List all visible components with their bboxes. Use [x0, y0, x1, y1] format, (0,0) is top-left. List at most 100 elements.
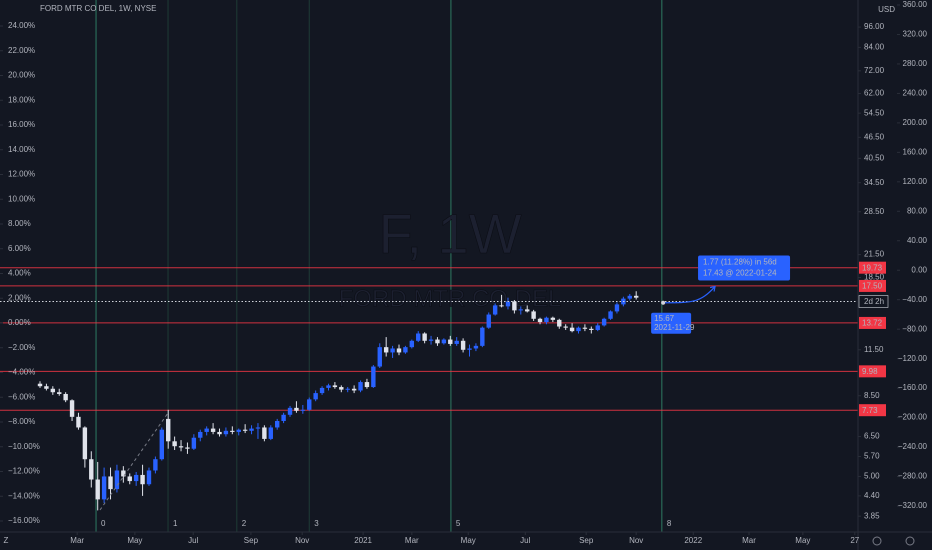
- candle-body: [63, 393, 68, 401]
- measure-arrow: [709, 285, 716, 292]
- level-label-bg: [859, 365, 886, 378]
- measure-start: [661, 300, 666, 305]
- y3-tick-label: 0.00: [911, 265, 927, 274]
- y2-tick-label: 22.00%: [8, 46, 35, 55]
- y2-tick-label: −16.00%: [8, 516, 40, 525]
- level-label: 13.72: [862, 319, 883, 328]
- y-tick-label: 84.00: [864, 42, 885, 51]
- candle-body: [627, 295, 632, 299]
- time-zone-label: 5: [456, 519, 461, 528]
- y3-tick-label: 200.00: [903, 118, 928, 127]
- y2-tick-label: −14.00%: [8, 491, 40, 500]
- candle-body: [601, 318, 607, 326]
- candle-body: [198, 431, 203, 438]
- candle-body: [582, 327, 588, 329]
- y2-tick-label: 6.00%: [8, 244, 31, 253]
- candle-body: [512, 301, 517, 311]
- candle-body: [217, 431, 222, 435]
- x-tick-label: Nov: [295, 536, 309, 545]
- x-tick-label: Jul: [520, 536, 530, 545]
- y-tick-label: 6.50: [864, 432, 880, 441]
- measure-text: 1.77 (11.28%) in 56d: [703, 258, 777, 267]
- candle-body: [435, 339, 440, 344]
- y-tick-label: 62.00: [864, 89, 885, 98]
- candle-body: [358, 382, 363, 391]
- candle-body: [140, 474, 145, 485]
- settings-icon[interactable]: [905, 536, 915, 546]
- y2-tick-label: 8.00%: [8, 219, 31, 228]
- y2-tick-label: −6.00%: [8, 392, 35, 401]
- candle-body: [595, 325, 600, 330]
- candle-body: [518, 309, 524, 311]
- candle-body: [210, 428, 216, 432]
- y2-tick-label: 2.00%: [8, 293, 31, 302]
- toolbar-icon[interactable]: Z: [4, 536, 9, 545]
- time-zone-label: 1: [173, 519, 178, 528]
- candle-body: [345, 388, 350, 390]
- y-tick-label: 117.00: [864, 0, 888, 1]
- candle-body: [576, 327, 581, 332]
- candle-body: [544, 317, 549, 323]
- candle-body: [499, 305, 504, 307]
- candle-body: [249, 428, 254, 431]
- y-tick-label: 4.40: [864, 491, 880, 500]
- candle-body: [371, 366, 376, 388]
- candle-body: [448, 339, 453, 344]
- candle-body: [525, 309, 530, 312]
- measure-start-box: [651, 312, 692, 334]
- y-tick-label: 21.50: [864, 250, 885, 259]
- y3-tick-label: 120.00: [903, 177, 928, 186]
- level-label-bg: [859, 404, 886, 417]
- candle-body: [563, 326, 568, 328]
- watermark: F, 1W: [378, 202, 521, 265]
- measure-line: [663, 286, 716, 304]
- y2-tick-label: −10.00%: [8, 442, 40, 451]
- y2-tick-label: −2.00%: [8, 343, 35, 352]
- y3-tick-label: −120.00: [898, 354, 928, 363]
- candle-body: [185, 447, 190, 449]
- candle-body: [294, 407, 299, 411]
- level-label: 17.50: [862, 282, 883, 291]
- y3-tick-label: 240.00: [903, 89, 928, 98]
- y-tick-label: 3.85: [864, 511, 880, 520]
- candle-body: [339, 387, 344, 390]
- candle-body: [505, 301, 511, 307]
- candle-body: [242, 429, 248, 431]
- level-label: 19.73: [862, 263, 883, 272]
- x-tick-label: May: [461, 536, 476, 545]
- y-tick-label: 96.00: [864, 22, 885, 31]
- candle-body: [146, 470, 152, 485]
- candle-body: [159, 429, 165, 460]
- y-tick-label: 5.00: [864, 472, 880, 481]
- candle-body: [467, 348, 472, 350]
- measure-end-label: 17.43 @ 2022-01-24: [703, 269, 777, 278]
- settings-icon[interactable]: [872, 536, 882, 546]
- candle-body: [537, 318, 543, 323]
- candle-body: [95, 479, 100, 500]
- candle-body: [44, 386, 49, 389]
- candle-body: [166, 418, 171, 442]
- candle-body: [133, 474, 139, 482]
- y-tick-label: 72.00: [864, 66, 885, 75]
- candle-body: [589, 328, 594, 330]
- y-tick-label: 40.50: [864, 153, 885, 162]
- candle-body: [390, 348, 395, 353]
- candle-body: [416, 333, 421, 341]
- y2-tick-label: 10.00%: [8, 194, 35, 203]
- y2-tick-label: 24.00%: [8, 21, 35, 30]
- candle-body: [403, 347, 408, 353]
- x-tick-label: May: [795, 536, 810, 545]
- candle-body: [121, 470, 126, 477]
- y3-tick-label: −40.00: [902, 295, 927, 304]
- candle-body: [614, 304, 620, 312]
- level-label: 7.73: [862, 406, 878, 415]
- candle-body: [82, 427, 88, 460]
- y-tick-label: 28.50: [864, 207, 885, 216]
- candle-body: [127, 476, 132, 482]
- candle-body: [569, 327, 575, 332]
- candle-body: [608, 311, 613, 319]
- candle-body: [326, 385, 331, 388]
- candle-body: [69, 400, 75, 417]
- chart-title: FORD MTR CO DEL, 1W, NYSE: [40, 4, 156, 13]
